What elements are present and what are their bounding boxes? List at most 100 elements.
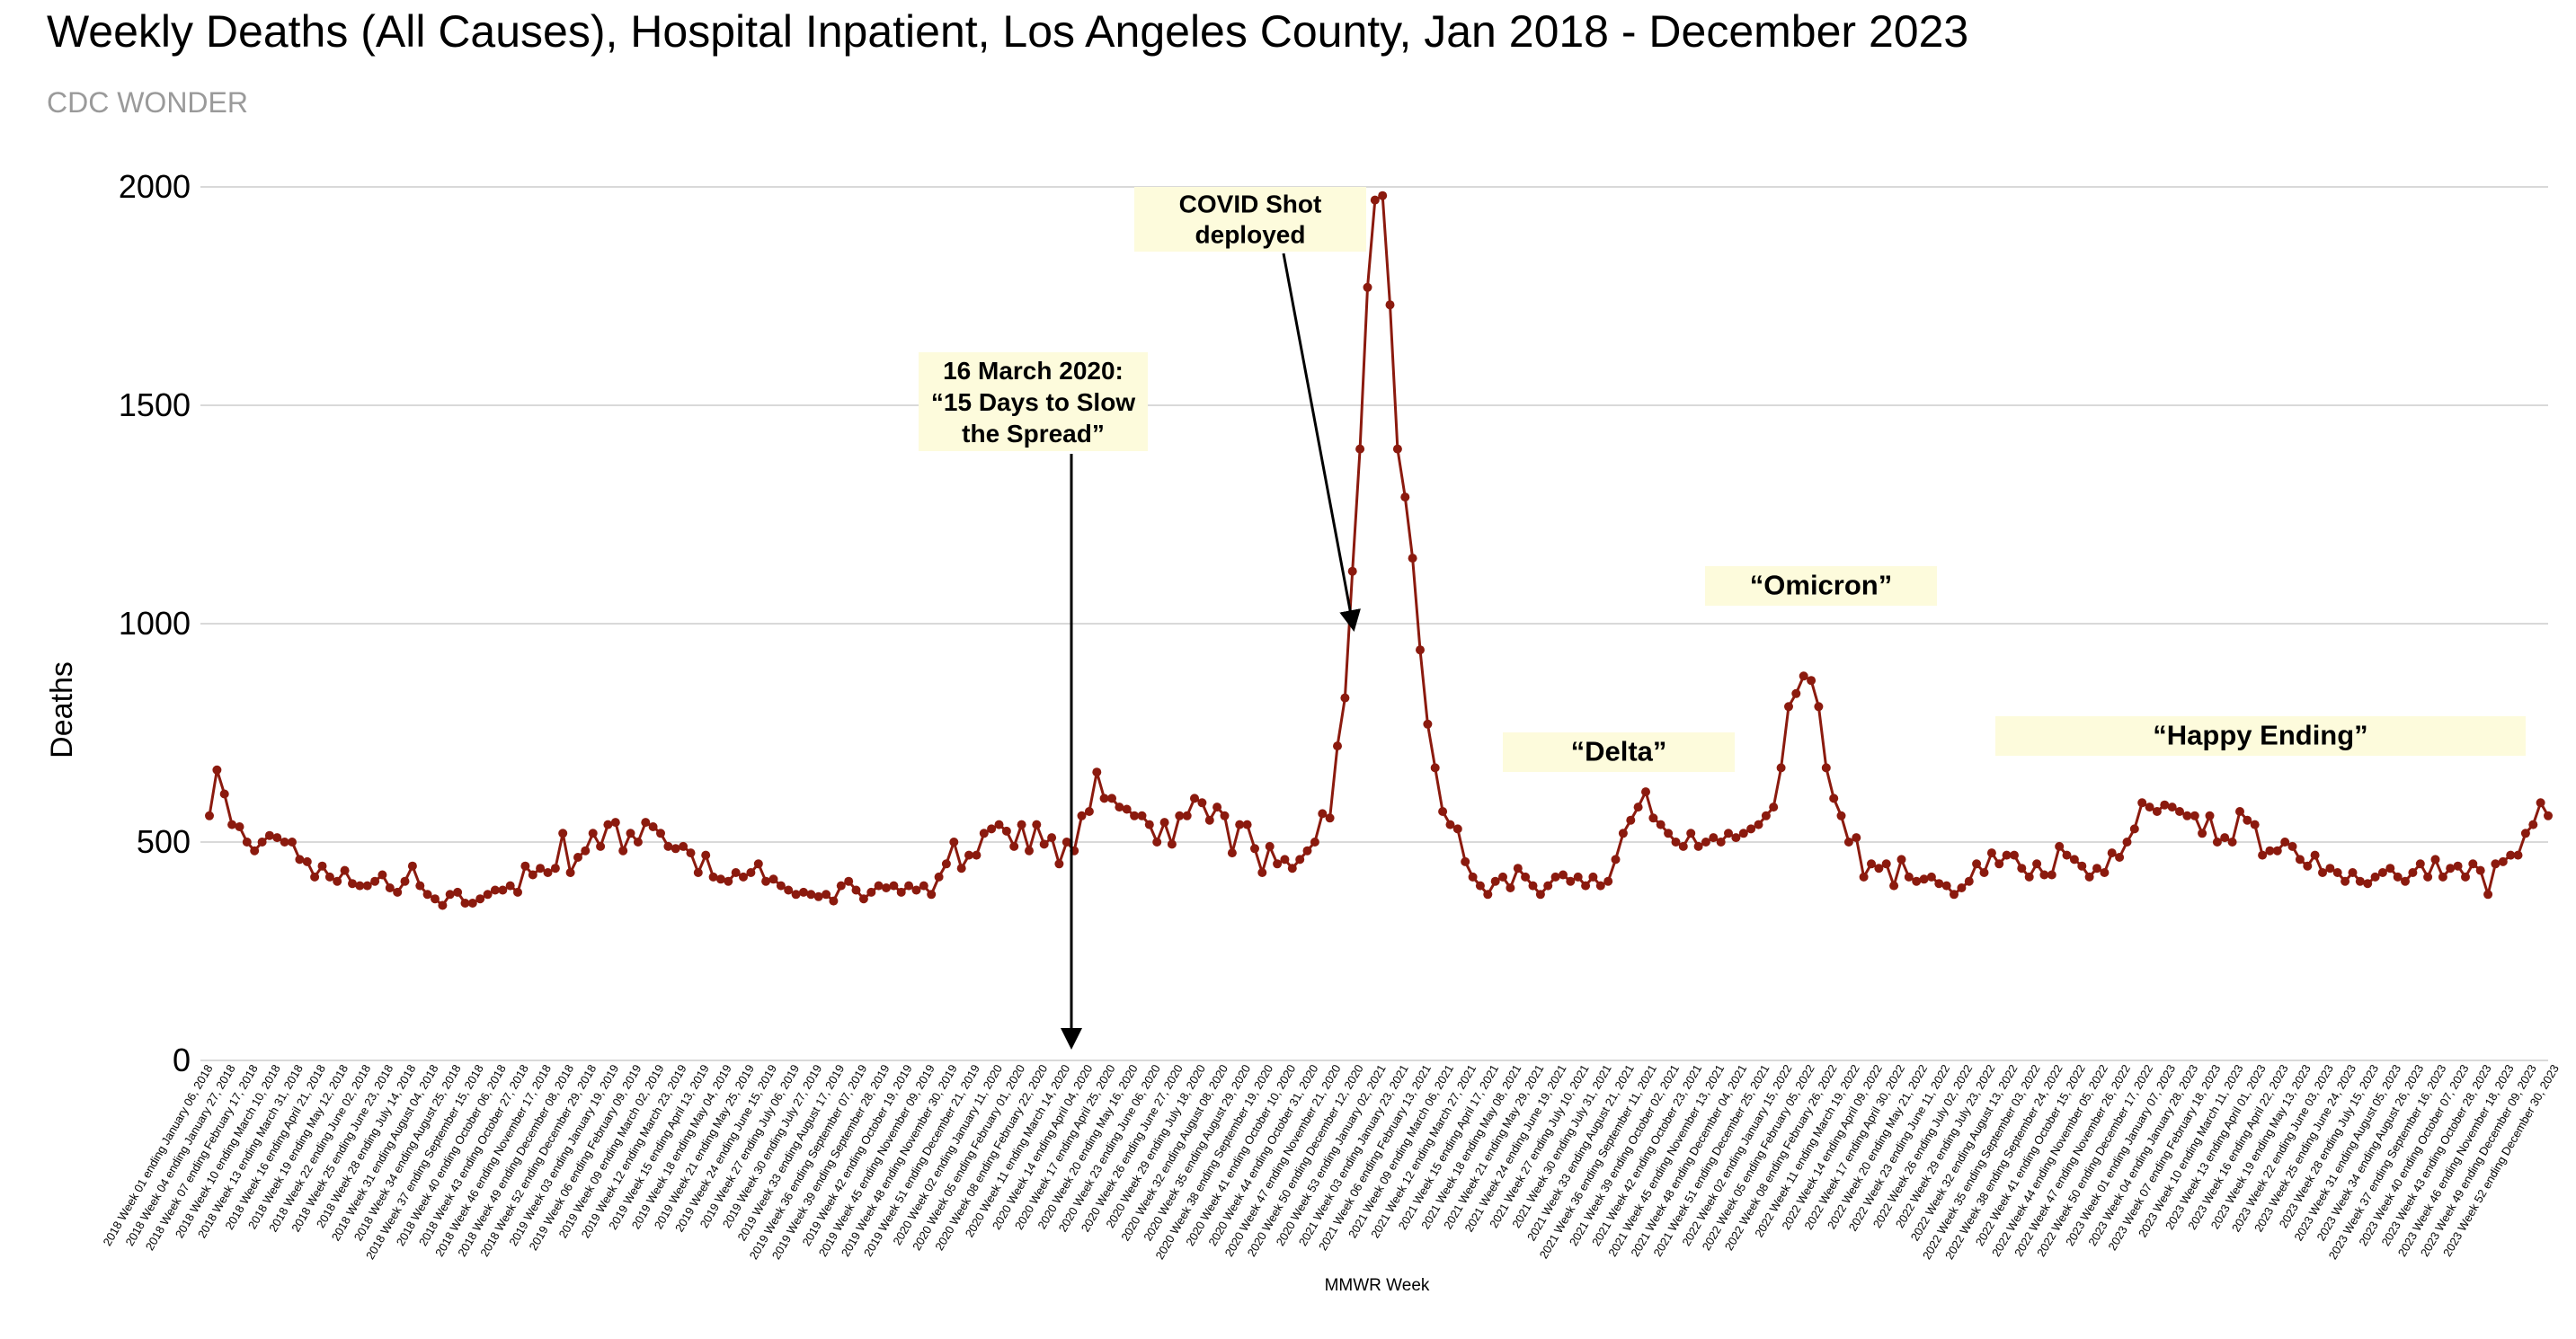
data-point (1566, 876, 1576, 886)
data-point (1964, 876, 1974, 886)
data-point (791, 890, 801, 900)
data-point (1618, 829, 1628, 838)
data-point (776, 881, 786, 891)
data-point (2536, 798, 2545, 808)
data-point (2385, 864, 2395, 873)
data-point (1611, 855, 1621, 865)
data-point (242, 838, 252, 847)
data-point (2423, 872, 2433, 882)
data-point (2265, 846, 2275, 856)
data-point (1626, 815, 1636, 825)
data-point (2408, 868, 2418, 877)
data-point (1881, 859, 1891, 869)
data-point (2528, 820, 2538, 829)
data-point (2295, 855, 2305, 865)
data-point (1197, 798, 1207, 808)
data-point (1664, 829, 1674, 838)
annotation-text: “15 Days to Slow (931, 388, 1135, 416)
data-point (2017, 864, 2027, 873)
annotation-text: “Delta” (1571, 736, 1667, 767)
annotation-text: 16 March 2020: (943, 357, 1124, 385)
data-point (1025, 846, 1034, 856)
annotation-box (1503, 732, 1735, 772)
data-point (1047, 833, 1057, 843)
data-point (768, 874, 778, 884)
data-point (1919, 874, 1929, 884)
data-point (1416, 645, 1425, 655)
data-point (1265, 841, 1275, 851)
data-point (302, 856, 312, 866)
data-point (1814, 702, 1824, 712)
data-point (385, 883, 395, 892)
data-point (1821, 763, 1831, 773)
data-point (1799, 671, 1808, 681)
data-point (1724, 829, 1733, 838)
data-point (2100, 868, 2110, 877)
chart-title: Weekly Deaths (All Causes), Hospital Inp… (47, 6, 1969, 57)
data-point (1363, 282, 1372, 292)
data-point (348, 879, 357, 889)
data-point (2220, 833, 2230, 843)
data-point (1738, 829, 1748, 838)
data-point (2137, 798, 2147, 808)
data-point (264, 830, 274, 840)
data-point (415, 881, 425, 891)
data-point (1152, 838, 1162, 847)
data-point (550, 864, 560, 873)
y-tick-label: 2000 (119, 168, 191, 205)
data-point (2107, 848, 2117, 858)
annotation-text: the Spread” (962, 420, 1105, 448)
data-point (626, 829, 635, 838)
x-axis-ticks: 2018 Week 01 ending January 06, 20182018… (100, 1062, 2562, 1262)
data-point (1175, 811, 1185, 820)
data-point (1754, 820, 1763, 829)
data-point (822, 890, 831, 900)
data-point (1521, 872, 1531, 882)
data-point (453, 887, 463, 897)
data-point (1686, 829, 1696, 838)
data-point (1957, 883, 1967, 892)
data-point (438, 900, 448, 910)
data-point (2513, 850, 2523, 860)
data-point (2182, 811, 2192, 820)
data-point (2212, 838, 2222, 847)
data-point (1912, 876, 1922, 886)
data-point (1641, 787, 1650, 797)
data-point (941, 859, 951, 869)
data-point (378, 870, 387, 880)
data-point (310, 872, 320, 882)
data-point (1227, 848, 1237, 858)
data-point (340, 865, 350, 875)
data-point (573, 853, 582, 862)
data-point (799, 887, 808, 897)
data-point (1159, 818, 1169, 828)
data-point (2190, 811, 2199, 820)
data-point (250, 846, 260, 856)
annotation-box (1134, 187, 1366, 252)
data-point (528, 870, 537, 880)
annotation-text: “Happy Ending” (2153, 720, 2367, 751)
data-point (1559, 870, 1568, 880)
data-point (784, 885, 794, 895)
data-point (1994, 859, 2004, 869)
data-point (2002, 850, 2012, 860)
data-point (671, 844, 680, 854)
data-point (2325, 864, 2335, 873)
data-point (2152, 807, 2162, 816)
data-point (1204, 815, 1214, 825)
data-point (693, 868, 703, 877)
data-point (964, 850, 973, 860)
annotation-delta: “Delta” (1503, 732, 1735, 772)
data-point (2287, 841, 2297, 851)
data-point (2303, 861, 2313, 871)
data-point (1581, 881, 1591, 891)
data-point (460, 899, 470, 908)
chart-subtitle: CDC WONDER (47, 86, 248, 119)
data-point (2115, 853, 2125, 862)
data-point (701, 850, 711, 860)
data-point (715, 874, 725, 884)
data-point (1498, 872, 1507, 882)
data-point (1588, 872, 1598, 882)
data-point (1573, 872, 1583, 882)
